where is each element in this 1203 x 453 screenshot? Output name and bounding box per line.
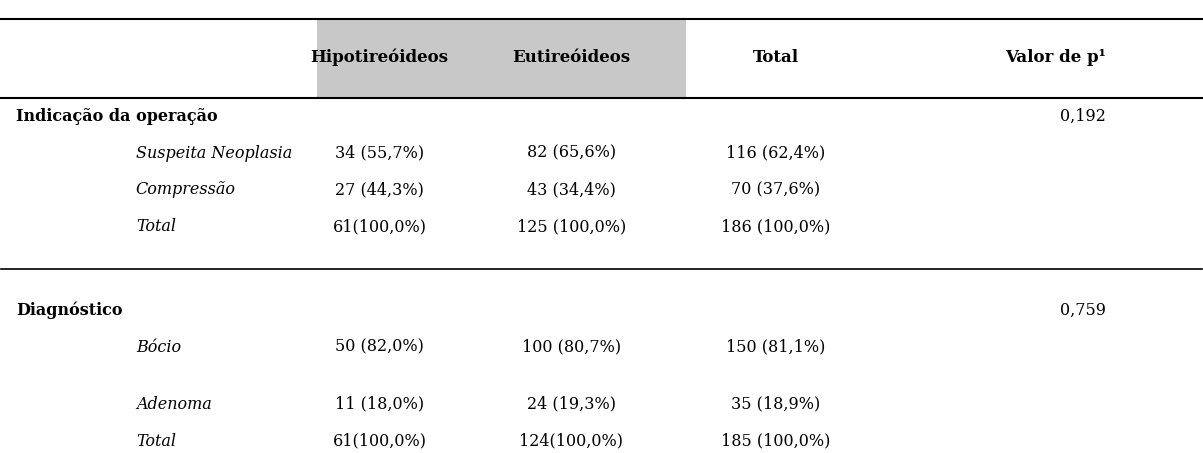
Text: 124(100,0%): 124(100,0%) (520, 433, 623, 450)
Text: 50 (82,0%): 50 (82,0%) (334, 339, 423, 356)
Text: 0,192: 0,192 (1060, 108, 1106, 125)
Text: 100 (80,7%): 100 (80,7%) (522, 339, 621, 356)
Text: Diagnóstico: Diagnóstico (16, 302, 123, 319)
Text: Total: Total (136, 433, 176, 450)
Text: Eutireóideos: Eutireóideos (512, 49, 630, 66)
Bar (318, 19, 686, 98)
Text: Indicação da operação: Indicação da operação (16, 108, 218, 125)
Text: 116 (62,4%): 116 (62,4%) (725, 145, 825, 162)
Text: Total: Total (752, 49, 799, 66)
Text: 185 (100,0%): 185 (100,0%) (721, 433, 830, 450)
Text: 34 (55,7%): 34 (55,7%) (334, 145, 423, 162)
Text: 61(100,0%): 61(100,0%) (332, 433, 426, 450)
Text: 70 (37,6%): 70 (37,6%) (731, 181, 820, 198)
Text: Bócio: Bócio (136, 339, 180, 356)
Text: 82 (65,6%): 82 (65,6%) (527, 145, 616, 162)
Text: 150 (81,1%): 150 (81,1%) (725, 339, 825, 356)
Text: Valor de p¹: Valor de p¹ (1005, 49, 1106, 66)
Text: 24 (19,3%): 24 (19,3%) (527, 396, 616, 413)
Text: 11 (18,0%): 11 (18,0%) (334, 396, 423, 413)
Text: 0,759: 0,759 (1060, 302, 1106, 319)
Text: 61(100,0%): 61(100,0%) (332, 218, 426, 235)
Text: 43 (34,4%): 43 (34,4%) (527, 181, 616, 198)
Text: 186 (100,0%): 186 (100,0%) (721, 218, 830, 235)
Text: Hipotireóideos: Hipotireóideos (310, 49, 449, 66)
Text: Suspeita Neoplasia: Suspeita Neoplasia (136, 145, 292, 162)
Text: 125 (100,0%): 125 (100,0%) (517, 218, 626, 235)
Text: 35 (18,9%): 35 (18,9%) (731, 396, 820, 413)
Text: Adenoma: Adenoma (136, 396, 212, 413)
Text: Compressão: Compressão (136, 181, 236, 198)
Text: Total: Total (136, 218, 176, 235)
Text: 27 (44,3%): 27 (44,3%) (334, 181, 423, 198)
